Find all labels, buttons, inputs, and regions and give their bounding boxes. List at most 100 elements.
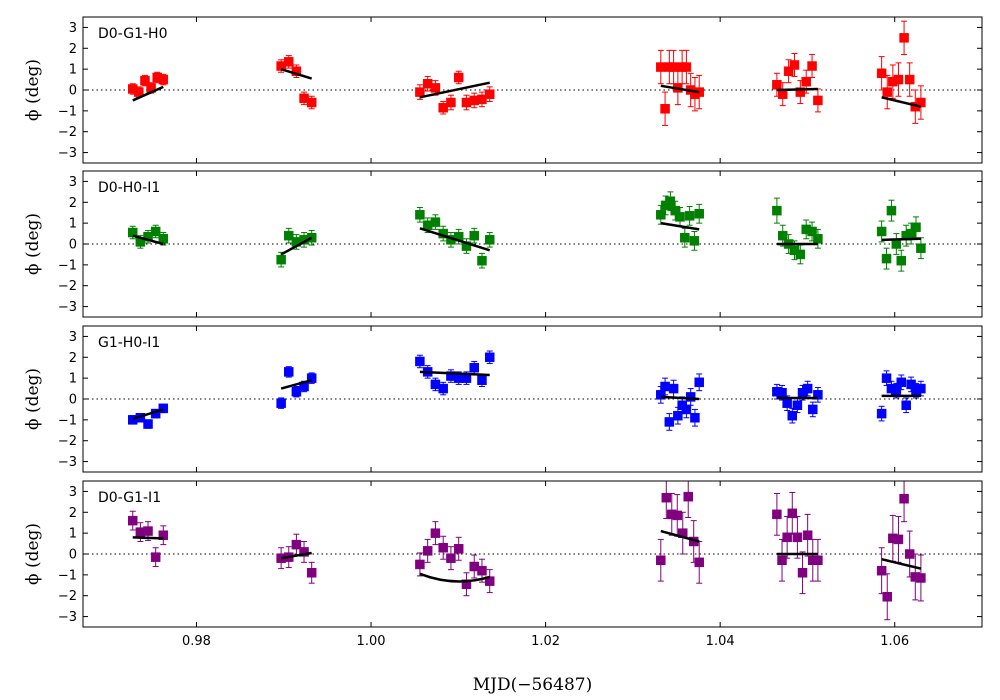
panel-g1-h0-i1: −3 −2 −1 0 1 2 3 G1-H0-I1 ϕ (deg) bbox=[23, 325, 983, 473]
data-point bbox=[881, 373, 892, 383]
data-point bbox=[477, 375, 487, 385]
data-point bbox=[882, 592, 892, 602]
y-tick-label: 3 bbox=[69, 330, 77, 345]
data-point bbox=[415, 210, 425, 220]
y-tick-label: 1 bbox=[69, 372, 77, 387]
data-point bbox=[128, 227, 138, 238]
y-tick-label: −1 bbox=[58, 258, 77, 273]
data-point bbox=[484, 235, 495, 245]
fit-curve bbox=[419, 572, 491, 583]
data-point bbox=[916, 97, 926, 108]
data-point bbox=[893, 74, 904, 85]
data-point bbox=[876, 226, 887, 237]
data-point bbox=[807, 61, 817, 71]
fit-line bbox=[280, 379, 313, 390]
data-point bbox=[783, 66, 794, 76]
data-point bbox=[438, 383, 448, 394]
data-point bbox=[477, 94, 487, 105]
data-point bbox=[876, 565, 887, 576]
y-tick-label: −2 bbox=[58, 434, 77, 449]
data-point bbox=[904, 549, 915, 559]
data-point bbox=[453, 544, 464, 554]
data-point bbox=[143, 231, 153, 242]
y-tick-label: −3 bbox=[58, 455, 77, 470]
y-tick-label: 0 bbox=[69, 238, 77, 253]
data-point bbox=[694, 209, 704, 219]
fit-line bbox=[881, 96, 922, 108]
data-point bbox=[685, 392, 696, 402]
data-point bbox=[772, 205, 782, 216]
y-tick-label: 1 bbox=[69, 527, 77, 542]
data-point bbox=[787, 508, 798, 519]
y-tick-label: −3 bbox=[58, 146, 77, 161]
data-point bbox=[813, 95, 823, 106]
y-tick-label: 2 bbox=[69, 506, 77, 521]
y-tick-label: −2 bbox=[58, 589, 77, 604]
data-point bbox=[656, 210, 666, 220]
fit-line bbox=[660, 221, 700, 231]
data-point bbox=[782, 532, 792, 543]
fit-line bbox=[419, 370, 490, 377]
data-point bbox=[276, 398, 286, 408]
data-point bbox=[673, 410, 683, 421]
data-point bbox=[438, 102, 448, 113]
data-point bbox=[670, 205, 680, 216]
y-tick-label: 0 bbox=[69, 393, 77, 408]
y-axis-label: ϕ (deg) bbox=[23, 213, 43, 275]
data-point bbox=[777, 230, 788, 241]
data-point bbox=[694, 557, 704, 568]
data-point bbox=[461, 579, 472, 589]
data-point bbox=[904, 74, 915, 85]
y-tick-label: −3 bbox=[58, 300, 77, 315]
fit-line bbox=[881, 557, 922, 570]
y-axis-label: ϕ (deg) bbox=[23, 523, 43, 585]
data-point bbox=[882, 87, 892, 97]
data-point bbox=[143, 526, 153, 536]
data-point bbox=[158, 530, 169, 540]
y-tick-label: −2 bbox=[58, 279, 77, 294]
data-point bbox=[795, 87, 806, 97]
data-point bbox=[807, 226, 817, 237]
y-tick-label: 2 bbox=[69, 42, 77, 57]
y-tick-label: 0 bbox=[69, 548, 77, 563]
data-point bbox=[801, 76, 811, 87]
x-tick-label: 1.04 bbox=[706, 634, 735, 649]
fit-line bbox=[132, 85, 164, 102]
fit-line bbox=[660, 395, 700, 401]
data-point bbox=[684, 211, 695, 221]
data-point bbox=[681, 404, 692, 415]
data-point bbox=[680, 232, 690, 243]
data-point bbox=[661, 492, 672, 503]
data-point bbox=[453, 72, 464, 83]
data-point bbox=[656, 555, 666, 566]
data-point bbox=[276, 254, 286, 265]
data-point bbox=[789, 60, 800, 70]
data-point bbox=[911, 222, 921, 233]
y-axis-label: ϕ (deg) bbox=[23, 59, 43, 121]
fit-line bbox=[132, 234, 164, 246]
data-point bbox=[683, 491, 693, 502]
data-point bbox=[672, 510, 683, 521]
fit-line bbox=[280, 551, 312, 560]
y-tick-label: 0 bbox=[69, 84, 77, 99]
fit-line bbox=[280, 67, 313, 80]
data-point bbox=[668, 62, 679, 72]
x-tick-label: 0.98 bbox=[182, 634, 211, 649]
data-point bbox=[306, 568, 317, 578]
data-point bbox=[306, 373, 317, 383]
data-point bbox=[689, 236, 700, 246]
data-point bbox=[284, 367, 294, 377]
x-tick-label: 1.02 bbox=[531, 634, 560, 649]
data-point bbox=[422, 546, 433, 556]
data-point bbox=[891, 239, 902, 249]
panel-label: G1-H0-I1 bbox=[98, 335, 160, 351]
data-point bbox=[808, 404, 818, 415]
fit-line bbox=[660, 84, 700, 94]
plot-area bbox=[83, 17, 982, 163]
data-point bbox=[916, 243, 926, 253]
y-tick-label: 3 bbox=[69, 485, 77, 500]
plot-area bbox=[83, 171, 982, 317]
data-point bbox=[690, 413, 700, 423]
x-axis-label: MJD(−56487) bbox=[473, 675, 592, 695]
